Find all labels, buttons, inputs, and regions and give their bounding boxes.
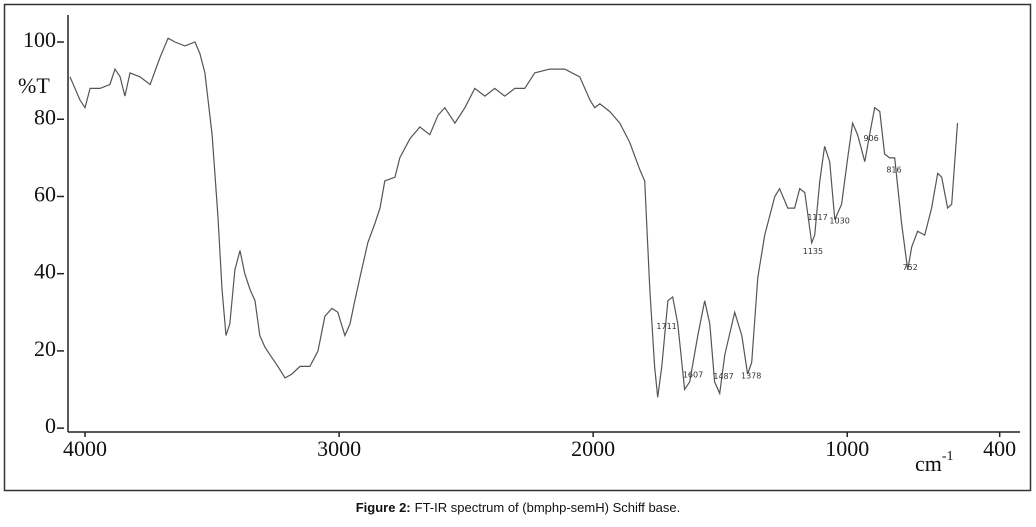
peak-label: 1711 (656, 322, 676, 331)
x-tick-label: 3000 (317, 436, 361, 461)
y-tick-label: 20 (34, 336, 56, 361)
peak-label: 816 (886, 165, 901, 174)
x-tick-label: 1000 (825, 436, 869, 461)
caption-label: Figure 2: (356, 500, 411, 515)
y-axis-label: %T (18, 73, 50, 98)
peak-label: 1378 (741, 371, 761, 380)
x-tick-label: 4000 (63, 436, 107, 461)
spectrum-line (69, 37, 959, 398)
frame (3, 3, 1032, 492)
y-tick-label: 100 (23, 27, 56, 52)
peak-label: 1607 (683, 370, 703, 379)
y-tick-label: 60 (34, 182, 56, 207)
caption: Figure 2: FT-IR spectrum of (bmphp-semH) … (356, 500, 681, 515)
peak-label: 1135 (803, 247, 823, 256)
x-axis-label: cm-1 (915, 449, 954, 476)
peak-label: 1487 (713, 372, 733, 381)
peak-label: 1117 (807, 213, 827, 222)
x-tick-label: 2000 (571, 436, 615, 461)
y-tick-label: 40 (34, 259, 56, 284)
peak-label: 1030 (829, 216, 849, 225)
peak-label: 752 (903, 263, 918, 272)
caption-text: FT-IR spectrum of (bmphp-semH) Schiff ba… (415, 500, 681, 515)
x-axis-label-sup: -1 (942, 449, 954, 464)
y-tick-label: 80 (34, 104, 56, 129)
peak-label: 906 (863, 134, 878, 143)
x-tick-label: 400 (983, 436, 1016, 461)
y-tick-label: 0 (45, 413, 56, 438)
x-axis-label-main: cm (915, 451, 942, 476)
